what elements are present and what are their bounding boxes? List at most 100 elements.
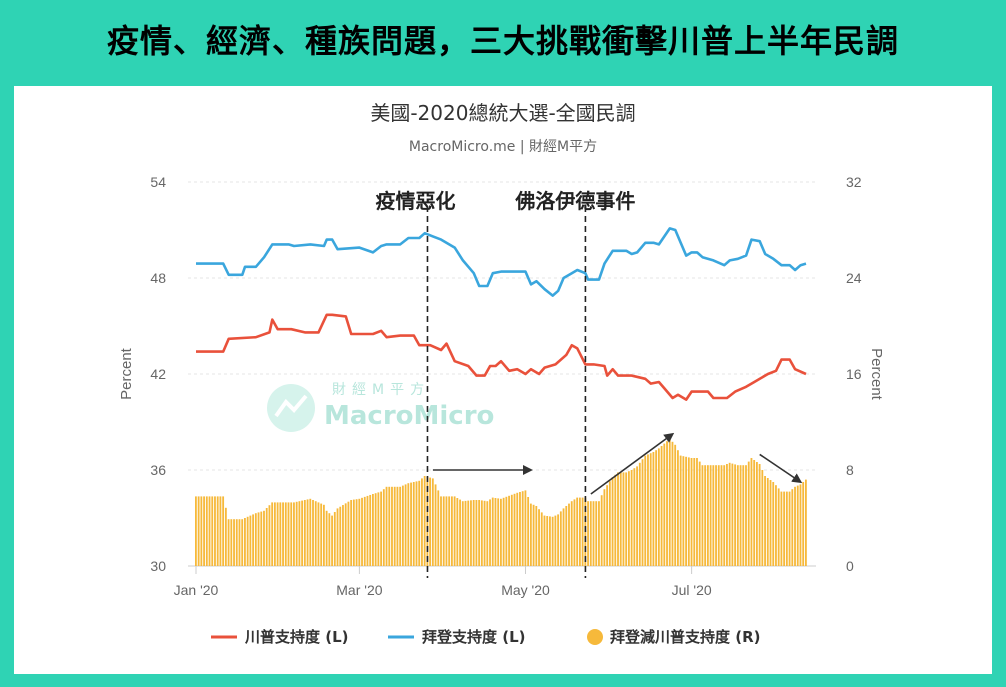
- diff-bar: [657, 448, 660, 566]
- diff-bar: [377, 492, 380, 566]
- diff-bar: [655, 450, 658, 566]
- diff-bar: [399, 486, 402, 566]
- diff-bar: [470, 500, 472, 566]
- diff-bar: [666, 441, 668, 566]
- diff-bar: [611, 477, 614, 566]
- y-left-tick: 30: [150, 558, 166, 574]
- diff-bar: [704, 465, 707, 566]
- diff-bar: [543, 515, 546, 566]
- diff-bar: [685, 456, 687, 566]
- diff-bar: [347, 501, 350, 566]
- x-tick-label: Jan '20: [174, 582, 219, 598]
- diff-bar: [709, 465, 712, 566]
- diff-bar: [314, 501, 317, 566]
- x-tick-label: Mar '20: [336, 582, 382, 598]
- diff-bar: [775, 485, 777, 566]
- diff-bar: [802, 482, 805, 566]
- diff-bar: [200, 496, 203, 566]
- diff-bar: [606, 485, 609, 566]
- diff-bar: [750, 458, 753, 566]
- diff-bar: [483, 500, 486, 566]
- diff-bar: [524, 490, 527, 566]
- diff-bar: [745, 465, 747, 566]
- y-axis-left: 30 36 42 48 54: [150, 174, 166, 574]
- diff-bar: [480, 500, 483, 566]
- watermark: 財經M平方 MacroMicro: [267, 382, 494, 432]
- diff-bar: [764, 476, 766, 566]
- diff-bar: [372, 494, 374, 566]
- diff-bar: [736, 465, 739, 566]
- legend-label: 拜登減川普支持度 (R): [610, 628, 760, 646]
- diff-bar: [726, 464, 728, 566]
- diff-bar: [652, 452, 655, 566]
- diff-bar: [551, 516, 554, 566]
- diff-bar: [412, 482, 415, 566]
- diff-bars: [195, 438, 807, 566]
- diff-bar: [647, 454, 649, 566]
- legend-label: 拜登支持度 (L): [422, 628, 526, 646]
- diff-bar: [317, 502, 320, 566]
- diff-bar: [374, 493, 377, 566]
- diff-bar: [521, 491, 524, 566]
- diff-bar: [410, 482, 412, 566]
- diff-bar: [641, 459, 644, 566]
- diff-bar: [761, 470, 764, 566]
- legend-item-0[interactable]: 川普支持度 (L): [211, 628, 349, 646]
- diff-bar: [312, 500, 314, 566]
- diff-bar: [489, 499, 491, 566]
- diff-bar: [361, 497, 363, 566]
- diff-bar: [331, 515, 333, 566]
- diff-bar: [549, 516, 551, 566]
- diff-bar: [369, 494, 372, 566]
- diff-bar: [783, 491, 786, 566]
- diff-bar: [753, 460, 756, 566]
- diff-bar: [519, 492, 521, 566]
- diff-bar: [222, 496, 225, 566]
- diff-bar: [216, 496, 219, 566]
- diff-bar: [350, 500, 353, 566]
- diff-bar: [431, 478, 434, 566]
- legend-item-1[interactable]: 拜登支持度 (L): [388, 628, 526, 646]
- diff-bar: [500, 498, 502, 566]
- legend-item-2[interactable]: 拜登減川普支持度 (R): [587, 628, 760, 646]
- diff-bar: [712, 465, 715, 566]
- diff-bar: [388, 486, 391, 566]
- diff-bar: [540, 512, 543, 566]
- diff-bar: [497, 498, 500, 566]
- diff-bar: [614, 474, 617, 566]
- diff-bar: [780, 491, 783, 566]
- diff-bar: [475, 500, 478, 566]
- diff-bar: [293, 502, 295, 566]
- diff-bar: [464, 500, 467, 566]
- diff-bar: [573, 499, 576, 566]
- diff-bar: [260, 511, 263, 566]
- diff-bar: [208, 496, 211, 566]
- x-tick-label: Jul '20: [672, 582, 712, 598]
- legend[interactable]: 川普支持度 (L) 拜登支持度 (L) 拜登減川普支持度 (R): [211, 628, 760, 646]
- y-right-tick: 24: [846, 270, 862, 286]
- diff-bar: [396, 486, 399, 566]
- y-right-tick: 0: [846, 558, 854, 574]
- diff-bar: [538, 509, 540, 566]
- diff-bar: [769, 480, 772, 566]
- diff-bar: [244, 518, 246, 566]
- diff-bar: [578, 497, 581, 566]
- diff-bar: [437, 490, 440, 566]
- diff-bar: [263, 510, 265, 566]
- banner: 疫情、經濟、種族問題，三大挑戰衝擊川普上半年民調: [0, 0, 1006, 78]
- y-axis-right: 0 8 16 24 32: [846, 174, 862, 574]
- chart-card: 美國-2020總統大選-全國民調 MacroMicro.me | 財經M平方 財…: [14, 86, 992, 674]
- diff-bar: [720, 465, 723, 566]
- diff-bar: [336, 508, 339, 566]
- chart-svg: 美國-2020總統大選-全國民調 MacroMicro.me | 財經M平方 財…: [118, 101, 885, 646]
- diff-bar: [595, 501, 598, 566]
- y-left-tick: 36: [150, 462, 166, 478]
- diff-bar: [325, 510, 328, 566]
- diff-bar: [598, 501, 600, 566]
- diff-bar: [755, 462, 758, 566]
- diff-bar: [677, 450, 679, 566]
- diff-bar: [728, 462, 731, 566]
- diff-bar: [625, 472, 628, 566]
- diff-bar: [284, 502, 287, 566]
- diff-bar: [777, 488, 780, 566]
